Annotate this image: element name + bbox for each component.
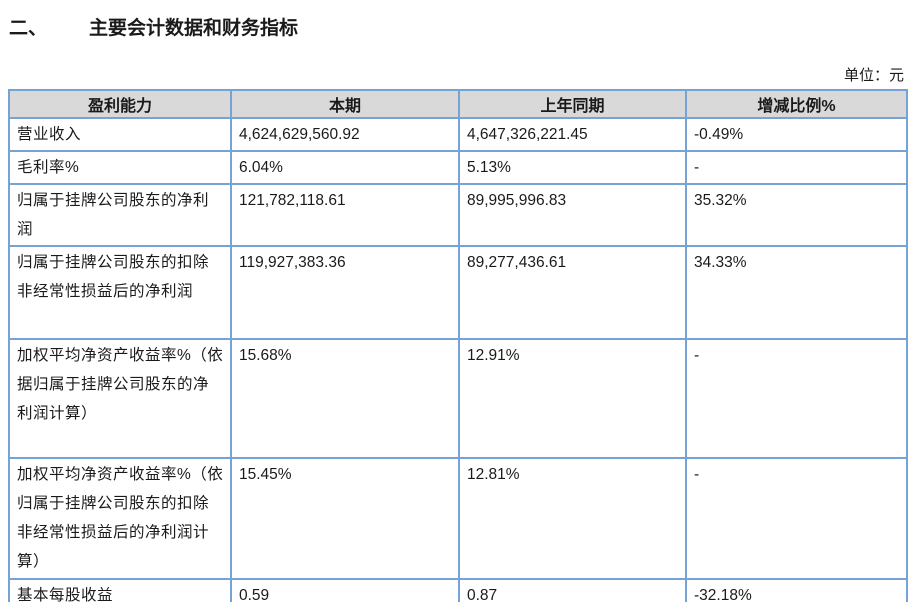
change-ratio-value: - [685,150,908,185]
prior-period-value: 89,277,436.61 [458,245,687,340]
table-row-net-profit-excl-nonrecurring: 归属于挂牌公司股东的扣除非经常性损益后的净利润 119,927,383.36 8… [8,245,908,340]
row-label: 加权平均净资产收益率%（依归属于挂牌公司股东的扣除非经常性损益后的净利润计算） [8,457,232,580]
prior-period-value: 12.81% [458,457,687,580]
current-period-value: 15.68% [230,338,460,459]
table-row-basic-eps: 基本每股收益 0.59 0.87 -32.18% [8,578,908,602]
current-period-value: 6.04% [230,150,460,185]
current-period-value: 119,927,383.36 [230,245,460,340]
row-label: 毛利率% [8,150,232,185]
prior-period-value: 89,995,996.83 [458,183,687,247]
prior-period-value: 5.13% [458,150,687,185]
table-row-net-profit-attributable: 归属于挂牌公司股东的净利润 121,782,118.61 89,995,996.… [8,183,908,247]
financial-indicators-table: 盈利能力 本期 上年同期 增减比例% 营业收入 4,624,629,560.92… [8,89,908,602]
unit-row: 单位：元 [0,40,914,89]
unit-label: 单位：元 [843,68,904,84]
row-label: 归属于挂牌公司股东的净利润 [8,183,232,247]
table-header-row: 盈利能力 本期 上年同期 增减比例% [8,89,908,119]
table-row-weighted-avg-roe: 加权平均净资产收益率%（依据归属于挂牌公司股东的净利润计算） 15.68% 12… [8,338,908,459]
section-number: 二、 [9,18,48,39]
change-ratio-value: - [685,338,908,459]
prior-period-value: 12.91% [458,338,687,459]
table-row-gross-margin: 毛利率% 6.04% 5.13% - [8,150,908,185]
table-row-weighted-avg-roe-excl-nonrecurring: 加权平均净资产收益率%（依归属于挂牌公司股东的扣除非经常性损益后的净利润计算） … [8,457,908,580]
change-ratio-value: -32.18% [685,578,908,602]
change-ratio-value: 34.33% [685,245,908,340]
section-title: 主要会计数据和财务指标 [89,18,299,39]
col-header-change-ratio: 增减比例% [685,89,908,119]
row-label: 营业收入 [8,117,232,152]
row-label: 基本每股收益 [8,578,232,602]
col-header-current-period: 本期 [230,89,460,119]
col-header-profitability: 盈利能力 [8,89,232,119]
change-ratio-value: -0.49% [685,117,908,152]
prior-period-value: 4,647,326,221.45 [458,117,687,152]
current-period-value: 4,624,629,560.92 [230,117,460,152]
section-heading: 二、 主要会计数据和财务指标 [0,0,914,40]
change-ratio-value: 35.32% [685,183,908,247]
current-period-value: 0.59 [230,578,460,602]
change-ratio-value: - [685,457,908,580]
col-header-prior-period: 上年同期 [458,89,687,119]
current-period-value: 121,782,118.61 [230,183,460,247]
row-label: 归属于挂牌公司股东的扣除非经常性损益后的净利润 [8,245,232,340]
prior-period-value: 0.87 [458,578,687,602]
table-row-operating-revenue: 营业收入 4,624,629,560.92 4,647,326,221.45 -… [8,117,908,152]
current-period-value: 15.45% [230,457,460,580]
row-label: 加权平均净资产收益率%（依据归属于挂牌公司股东的净利润计算） [8,338,232,459]
